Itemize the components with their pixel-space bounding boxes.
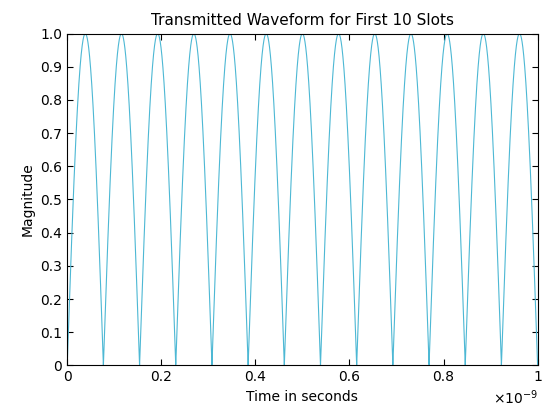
Y-axis label: Magnitude: Magnitude bbox=[21, 163, 35, 236]
Title: Transmitted Waveform for First 10 Slots: Transmitted Waveform for First 10 Slots bbox=[151, 13, 454, 28]
Text: $\times10^{-9}$: $\times10^{-9}$ bbox=[493, 388, 538, 407]
X-axis label: Time in seconds: Time in seconds bbox=[246, 390, 358, 404]
